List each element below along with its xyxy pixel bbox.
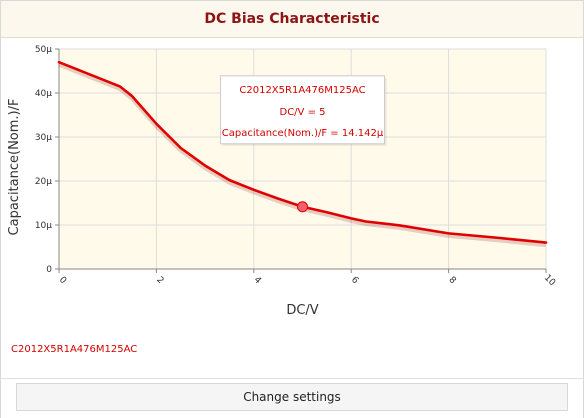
y-tick-label: 0: [46, 265, 52, 275]
legend-part-number: C2012X5R1A476M125AC: [11, 344, 138, 355]
tooltip-box: [220, 75, 385, 145]
chart-area: 0 10µ 20µ 30µ 40µ 50µ 0 2 4 6 8 10 DC/V Capacitance(N…: [1, 38, 583, 328]
y-tick-label: 30µ: [35, 133, 52, 143]
x-axis-title: DC/V: [286, 303, 318, 318]
series-line-shadow: [58, 61, 547, 248]
y-axis-title: Capacitance(Nom.)/F: [7, 99, 22, 236]
y-tick-label: 50µ: [35, 45, 52, 55]
change-settings-button[interactable]: Change settings: [16, 383, 568, 411]
x-tick-label: 6: [349, 275, 360, 286]
x-tick-label: 2: [154, 275, 165, 286]
highlight-point: [297, 201, 308, 213]
dc-bias-chart: 0 10µ 20µ 30µ 40µ 50µ 0 2 4 6 8 10 DC/V Capacitance(N…: [7, 45, 557, 318]
tooltip-part-number: C2012X5R1A476M125AC: [239, 85, 365, 96]
chart-title: DC Bias Characteristic: [1, 1, 583, 38]
x-tick-label: 8: [446, 275, 457, 286]
y-tick-label: 10µ: [35, 221, 52, 231]
tooltip-y-value: Capacitance(Nom.)/F = 14.142µ: [222, 128, 384, 139]
x-tick-label: 10: [542, 273, 557, 288]
series-line: [57, 60, 548, 244]
x-tick-label: 4: [252, 275, 263, 286]
y-tick-label: 20µ: [35, 177, 52, 187]
tooltip-x-value: DC/V = 5: [280, 107, 326, 118]
footer-bar: Change settings: [1, 378, 583, 418]
y-tick-label: 40µ: [35, 89, 52, 99]
x-tick-label: 0: [57, 275, 68, 286]
